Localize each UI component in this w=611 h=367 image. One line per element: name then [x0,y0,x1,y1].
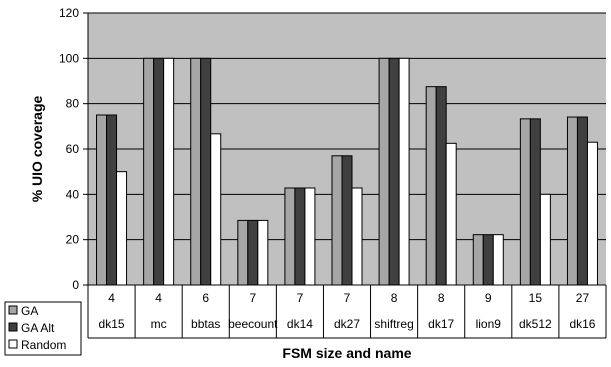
bar-random-dk27 [351,187,363,286]
bar-ga-dk512 [519,118,531,286]
y-tick-label: 0 [72,278,79,292]
bar-ga-alt-dk27 [341,155,353,286]
legend-box [4,301,82,356]
fsm-size-label: 8 [438,291,445,305]
bar-ga-alt-dk512 [529,118,541,286]
fsm-size-label: 9 [485,291,492,305]
legend: GA GA Alt Random [4,301,82,356]
bar-ga-bbtas [190,57,202,286]
bar-random-dk17 [445,142,457,286]
fsm-name-label: dk512 [519,317,552,331]
y-tick-label: 40 [66,187,80,201]
fsm-name-label: dk17 [428,317,454,331]
bar-ga-alt-bbtas [200,57,212,286]
bar-random-dk16 [586,141,598,286]
bar-ga-dk15 [96,114,108,286]
y-axis: 0 20 40 60 80 100 120 [59,6,89,292]
fsm-size-label: 7 [297,291,304,305]
bar-ga-dk14 [284,187,296,286]
legend-swatch [8,322,18,332]
bar-ga-alt-dk16 [576,116,588,286]
bar-ga-alt-beecount [247,219,259,286]
bar-random-dk14 [304,187,316,286]
fsm-size-label: 8 [391,291,398,305]
fsm-size-label: 7 [344,291,351,305]
fsm-size-label: 6 [202,291,209,305]
fsm-size-label: 27 [576,291,590,305]
fsm-name-label: bbtas [191,317,220,331]
legend-label: GA [21,304,38,318]
legend-swatch [8,305,18,315]
fsm-name-label: mc [151,317,167,331]
y-tick-label: 100 [59,51,79,65]
legend-label: GA Alt [21,321,55,335]
bar-ga-dk17 [425,86,437,286]
fsm-name-label: dk27 [334,317,360,331]
bar-random-mc [163,57,175,286]
fsm-name-label: dk15 [99,317,125,331]
legend-swatch [8,339,18,349]
fsm-name-label: shiftreg [374,317,413,331]
bar-random-dk512 [539,193,551,286]
bar-ga-mc [143,57,155,286]
bar-ga-shiftreg [378,57,390,286]
fsm-name-label: dk14 [287,317,313,331]
y-tick-label: 80 [66,97,80,111]
bar-ga-alt-dk15 [106,114,118,286]
y-tick-label: 20 [66,233,80,247]
fsm-name-label: dk16 [569,317,595,331]
bar-ga-alt-shiftreg [388,57,400,286]
bar-ga-alt-dk17 [435,86,447,286]
bar-ga-lion9 [472,234,484,286]
fsm-size-label: 4 [108,291,115,305]
bar-ga-alt-lion9 [482,234,494,286]
bar-ga-alt-dk14 [294,187,306,286]
bar-random-shiftreg [398,57,410,286]
bar-ga-dk27 [331,155,343,286]
x-axis-title: FSM size and name [282,345,411,361]
bar-random-dk15 [116,171,128,286]
data-table: 4 dk15 4 mc 6 bbtas 7 beecount 7 dk14 7 dk27 8 shiftr… [87,284,607,339]
fsm-size-label: 15 [529,291,543,305]
fsm-name-label: beecount [228,317,278,331]
fsm-size-label: 4 [155,291,162,305]
fsm-size-label: 7 [249,291,256,305]
bar-ga-dk16 [566,116,578,286]
y-tick-label: 60 [66,142,80,156]
bar-random-lion9 [492,234,504,286]
legend-label: Random [21,338,66,352]
y-axis-title: % UIO coverage [29,95,45,202]
bars [96,57,598,286]
bar-random-beecount [257,219,269,286]
y-tick-label: 120 [59,6,79,20]
bar-ga-alt-mc [153,57,165,286]
bar-random-bbtas [210,133,222,286]
bar-ga-beecount [237,219,249,286]
fsm-name-label: lion9 [476,317,502,331]
